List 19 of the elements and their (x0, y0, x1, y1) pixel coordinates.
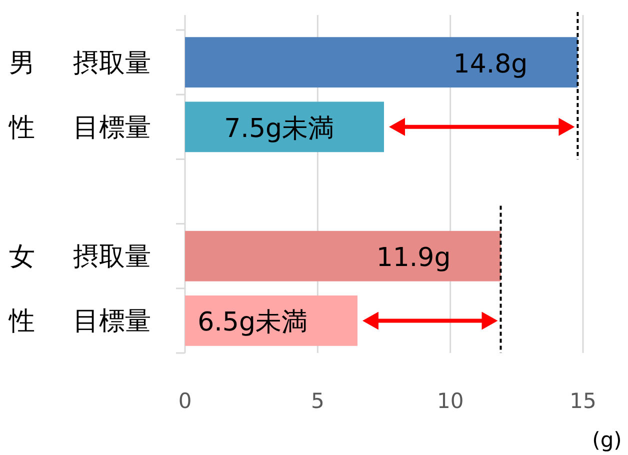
y-tick-label: 目標量 (73, 306, 151, 337)
x-tick-label: 10 (436, 389, 464, 413)
bar (185, 102, 384, 152)
x-axis-title: (g) (592, 428, 622, 452)
bar (185, 37, 578, 88)
x-tick-label: 5 (310, 389, 324, 413)
data-label: 6.5g未満 (198, 308, 308, 338)
bar (185, 296, 358, 346)
x-tick-label: 15 (570, 389, 596, 413)
y-tick-label: 摂取量 (73, 242, 151, 272)
x-tick-label: 0 (178, 389, 192, 413)
data-label: 11.9g (376, 243, 451, 274)
y-tick-label: 摂取量 (73, 48, 151, 78)
text: 男性 (9, 48, 35, 143)
text: 女性 (9, 242, 35, 337)
data-label: 14.8g (453, 49, 528, 80)
y-tick-label: 目標量 (73, 112, 151, 143)
bar (185, 230, 501, 282)
data-label: 7.5g未満 (224, 114, 334, 144)
